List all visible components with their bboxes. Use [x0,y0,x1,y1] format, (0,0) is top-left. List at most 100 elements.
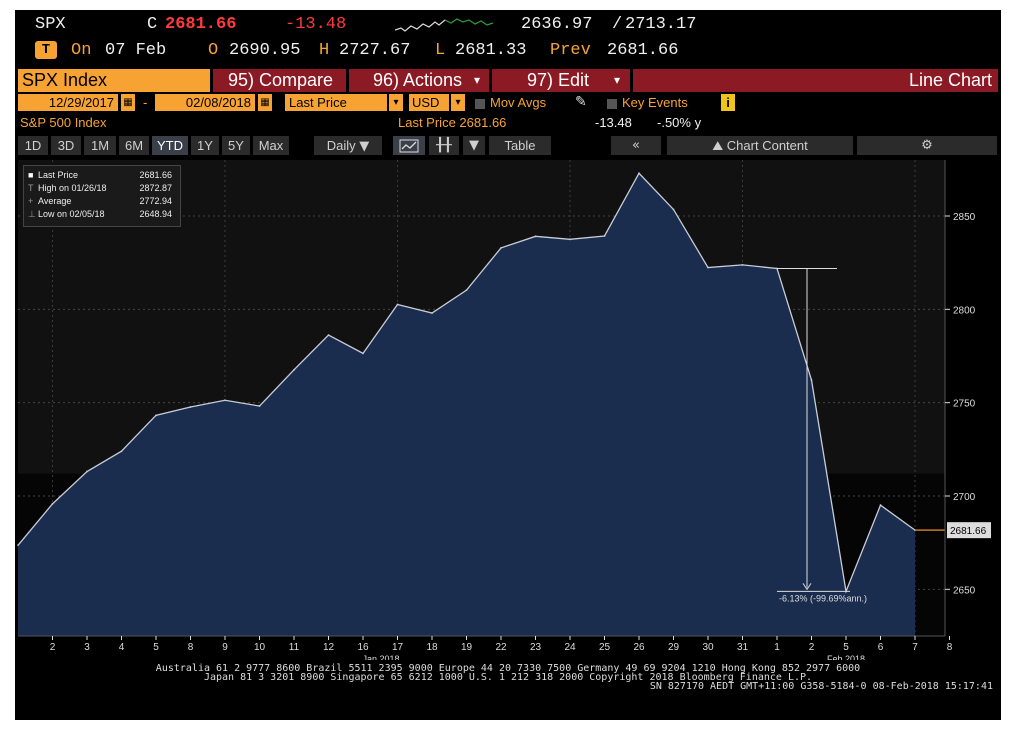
price-point [707,266,709,269]
settings-gear-icon[interactable]: ⚙ [857,136,997,155]
pencil-icon[interactable]: ✎ [575,94,587,110]
legend-value: 2872.87 [139,183,172,193]
field-select[interactable]: Last Price [285,94,387,111]
chart-type-label: Line Chart [908,70,992,90]
chart-legend: ■ Last Price 2681.66 T High on 01/26/18 2872.… [23,165,181,227]
chart-content-label: Chart Content [726,138,808,153]
prev-label: Prev [550,41,591,60]
high-label: H [319,41,330,60]
x-group-label-jan: Jan 2018 [362,654,399,660]
frequency-label: Daily [326,138,356,153]
t-badge: T [35,41,57,59]
mov-avgs-toggle[interactable]: Mov Avgs [475,94,546,111]
end-calendar-icon[interactable]: ▦ [258,94,272,111]
legend-value: 2772.94 [139,196,172,206]
legend-marker-icon: + [28,196,34,206]
period-5y-button[interactable]: 5Y [222,136,250,155]
x-tick-label: 12 [323,642,335,653]
last-price-swatch-icon: ■ [28,170,34,180]
price-point [500,246,502,249]
x-tick-label: 6 [878,642,884,653]
period-1d-button[interactable]: 1D [18,136,48,155]
low-label: L [435,41,446,60]
period-6m-button[interactable]: 6M [119,136,149,155]
y-tick-label: 2700 [953,492,976,503]
x-tick-label: 2 [809,642,815,653]
price-change: -13.48 [285,15,347,34]
security-field[interactable]: SPX Index [18,69,210,92]
y-tick-label: 2650 [953,585,976,596]
legend-value: 2681.66 [139,170,172,180]
footer-line-3: SN 827170 AEDT GMT+11:00 G358-5184-0 08-… [649,681,993,692]
compare-label: 95) Compare [228,70,334,90]
x-tick-label: 17 [392,642,404,653]
currency-dropdown-icon[interactable]: ▾ [451,94,465,111]
x-tick-label: 31 [737,642,749,653]
quote-date: 07 Feb [105,41,167,60]
chart-type-button[interactable]: Line Chart [633,69,998,92]
security-name: S&P 500 Index [20,115,107,130]
legend-label: High on 01/26/18 [38,183,107,193]
last-price-tag: 2681.66 [950,526,987,537]
frequency-dropdown-icon: ▼ [359,139,370,154]
x-tick-label: 16 [357,642,369,653]
footer-line-2: Japan 81 3 3201 8900 Singapore 65 6212 1… [203,672,813,683]
price-point [224,399,226,402]
end-date-field[interactable]: 02/08/2018 [155,94,255,111]
frequency-select[interactable]: Daily ▼ [314,136,382,155]
collapse-icon[interactable]: « [611,136,661,155]
price-point [810,379,813,382]
x-tick-label: 9 [222,642,228,653]
period-1m-button[interactable]: 1M [84,136,116,155]
compare-button[interactable]: 95) Compare [213,69,346,92]
key-events-toggle[interactable]: Key Events [607,94,688,111]
bloomberg-terminal: SPX C 2681.66 -13.48 2636.97 / 2713.17 T… [15,10,1001,720]
x-tick-label: 30 [702,642,714,653]
actions-dropdown-icon: ▾ [474,73,481,87]
close-price: 2681.66 [165,15,237,34]
y-tick-label: 2850 [953,212,976,223]
field-dropdown-icon[interactable]: ▾ [389,94,403,111]
close-prefix: C [147,15,158,34]
x-tick-label: 22 [495,642,507,653]
period-max-button[interactable]: Max [253,136,289,155]
day-range-low: 2636.97 [521,15,593,34]
edit-dropdown-icon: ▾ [614,73,621,87]
x-tick-label: 29 [668,642,680,653]
price-point [879,504,882,507]
candle-chart-icon[interactable]: ╂╂ [429,136,459,155]
start-date-field[interactable]: 12/29/2017 [18,94,118,111]
x-tick-label: 23 [530,642,542,653]
table-button[interactable]: Table [489,136,551,155]
day-range-high: 2713.17 [625,15,697,34]
x-tick-label: 26 [633,642,645,653]
price-point [362,352,364,355]
line-chart-icon[interactable] [393,136,425,155]
price-point [86,470,88,473]
info-icon[interactable]: i [721,94,735,111]
period-1y-button[interactable]: 1Y [191,136,219,155]
legend-label: Low on 02/05/18 [38,209,105,219]
x-tick-label: 2 [50,642,56,653]
x-tick-label: 8 [947,642,953,653]
on-label: On [71,41,92,60]
footer-line-1: Australia 61 2 9777 8600 Brazil 5511 239… [155,663,861,674]
x-tick-label: 19 [461,642,473,653]
key-events-checkbox[interactable] [607,98,617,109]
edit-button[interactable]: 97) Edit ▾ [492,69,630,92]
price-chart[interactable]: -6.13% (-99.69%ann.) 2681.66 2650 2700 2750 2… [15,156,1001,660]
x-group-label-feb: Feb 2018 [827,654,865,660]
currency-select[interactable]: USD [409,94,449,111]
period-3d-button[interactable]: 3D [51,136,81,155]
chart-style-dropdown-icon[interactable]: ▼ [463,136,485,155]
price-point [534,235,537,238]
legend-row: ■ Last Price 2681.66 [28,169,176,181]
prev-value: 2681.66 [607,41,679,60]
period-ytd-button[interactable]: YTD [152,136,188,155]
drawdown-arrow-icon [802,583,812,591]
mov-avgs-checkbox[interactable] [475,98,485,109]
chart-content-button[interactable]: ⛰ Chart Content [667,136,853,155]
start-calendar-icon[interactable]: ▦ [121,94,135,111]
price-point [51,502,54,505]
actions-button[interactable]: 96) Actions ▾ [349,69,489,92]
